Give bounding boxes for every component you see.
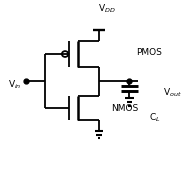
Text: PMOS: PMOS — [137, 48, 162, 57]
Text: V$_{in}$: V$_{in}$ — [8, 78, 21, 91]
Text: V$_{out}$: V$_{out}$ — [163, 86, 182, 99]
Text: C$_L$: C$_L$ — [149, 111, 161, 124]
Text: V$_{DD}$: V$_{DD}$ — [98, 2, 116, 15]
Text: NMOS: NMOS — [112, 104, 139, 113]
